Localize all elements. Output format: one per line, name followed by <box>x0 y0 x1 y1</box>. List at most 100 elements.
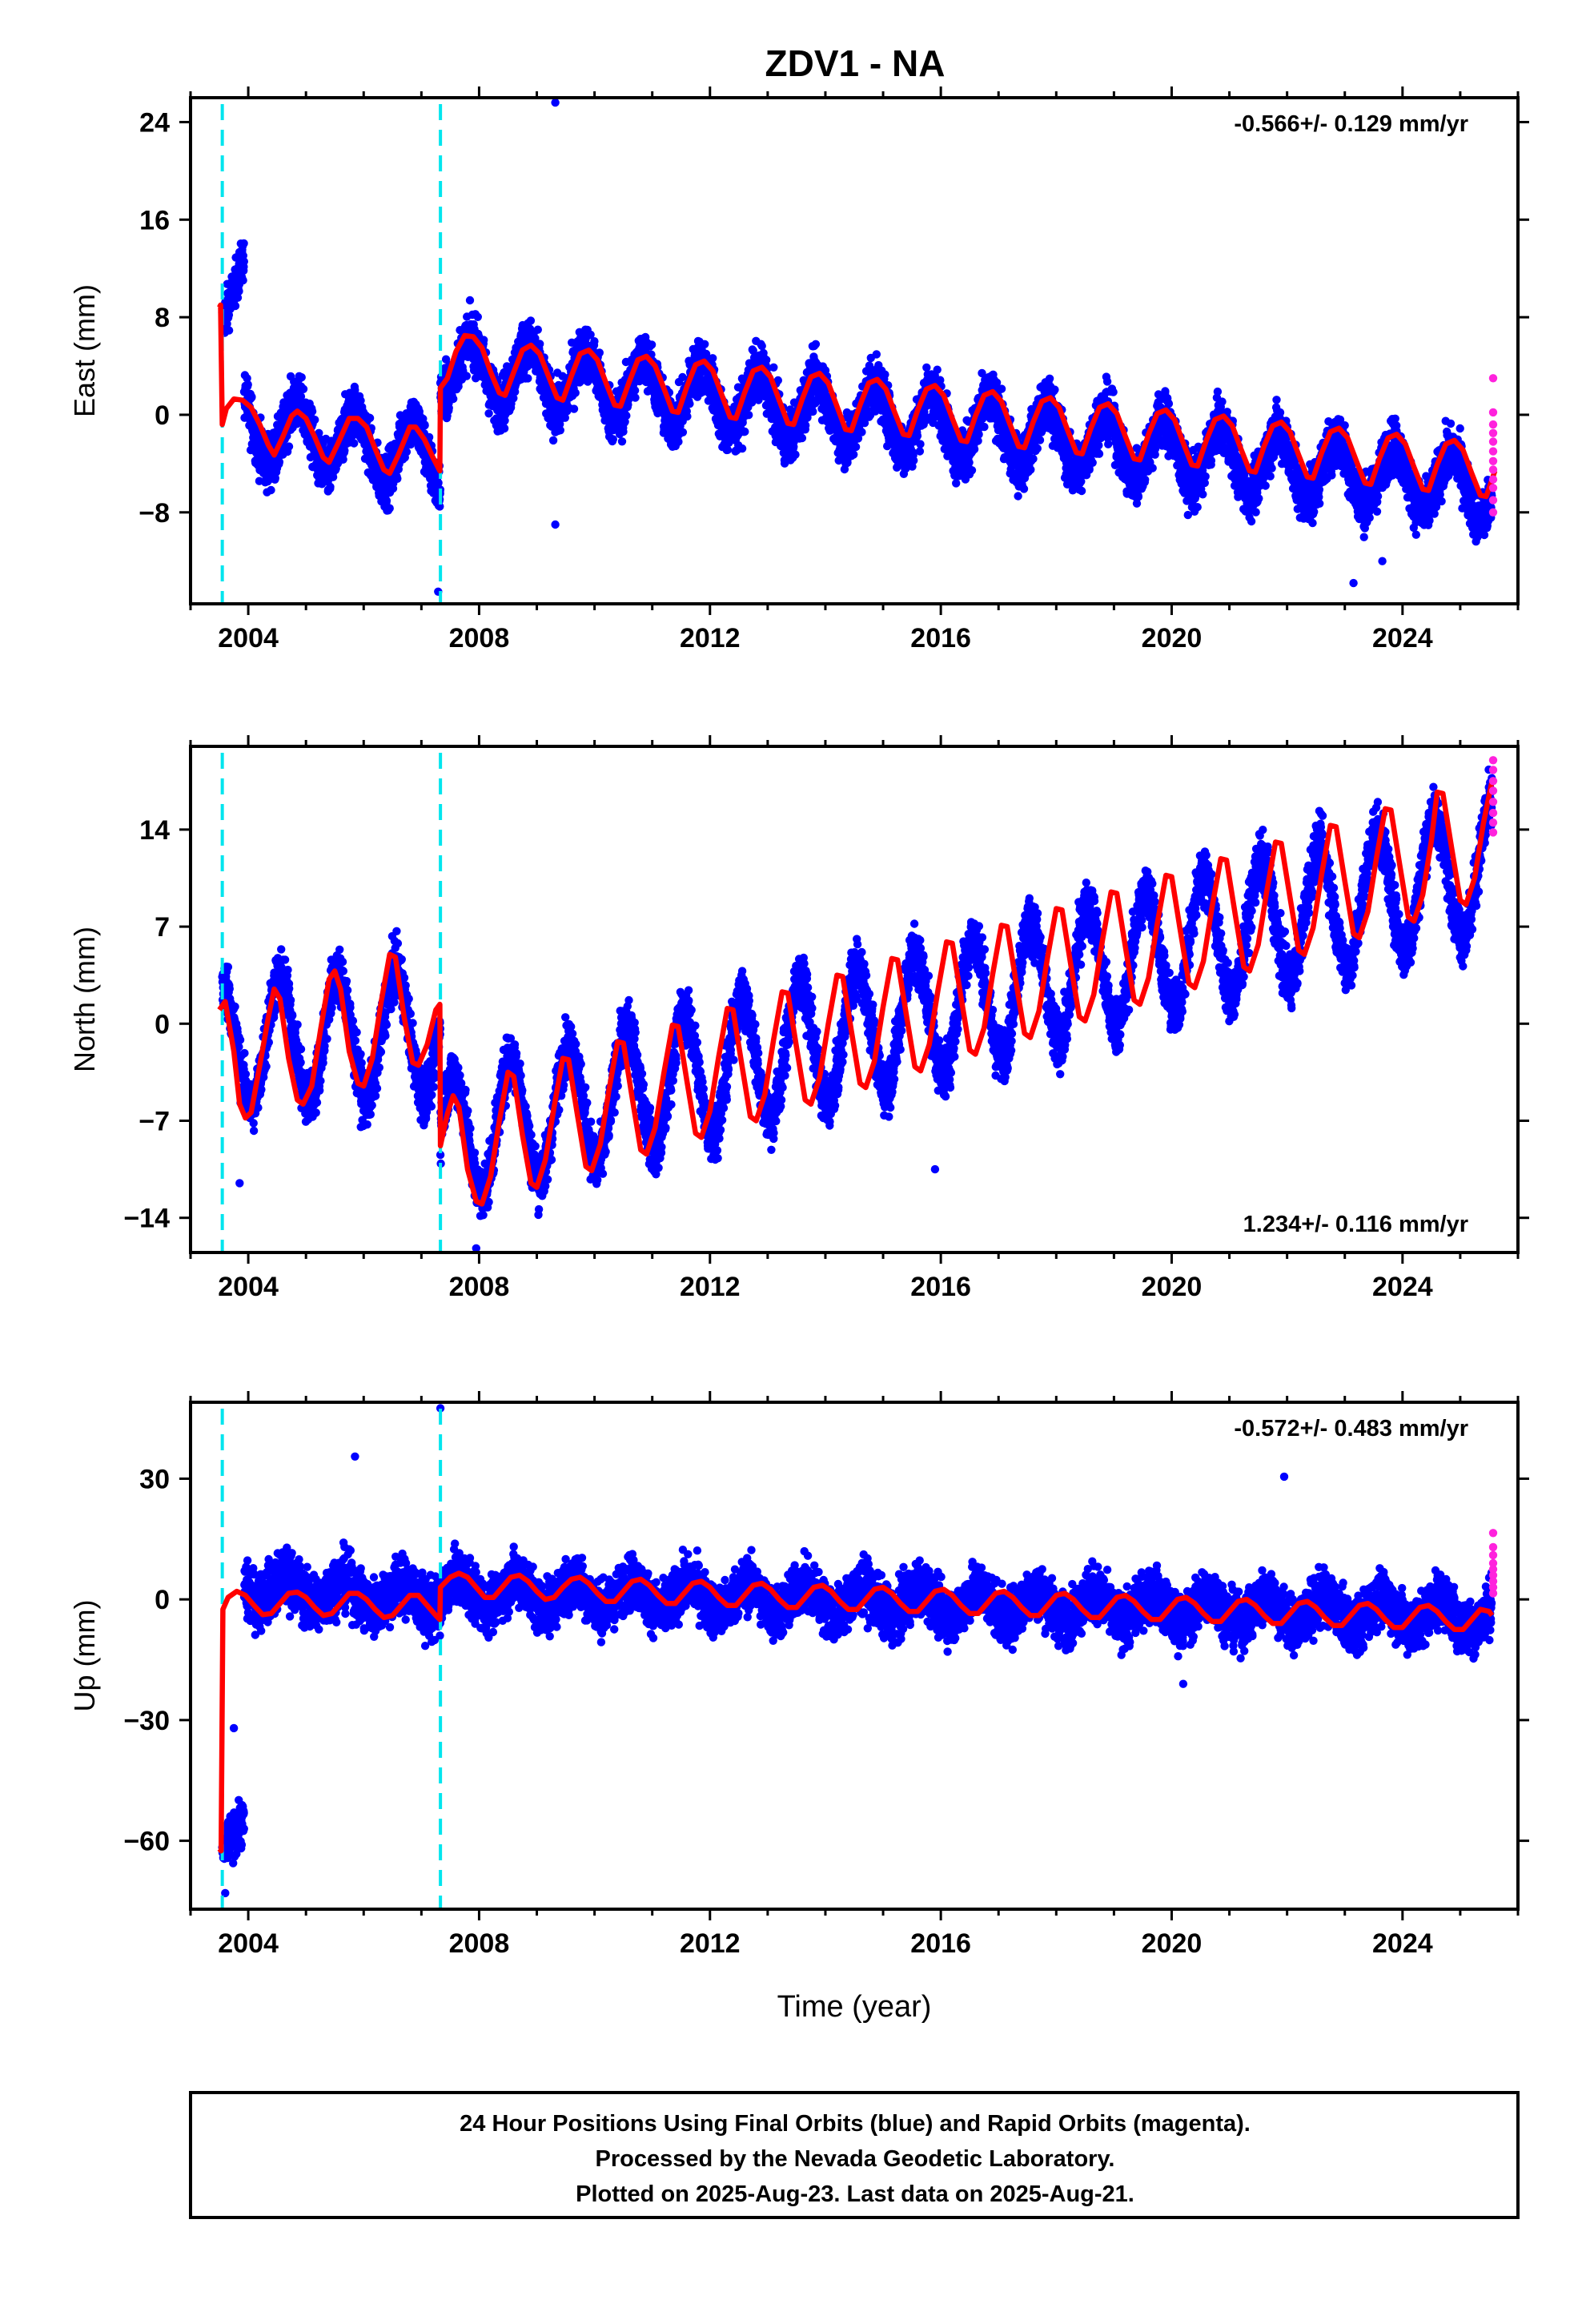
final-orbit-points <box>218 98 1496 596</box>
final-orbit-point <box>311 416 319 424</box>
final-orbit-point <box>526 316 536 325</box>
final-orbit-point <box>674 437 683 446</box>
final-orbit-point <box>556 426 564 435</box>
final-orbit-point <box>617 437 627 446</box>
final-orbit-point <box>849 450 858 459</box>
final-orbit-point <box>365 413 375 423</box>
final-orbit-point <box>791 450 800 459</box>
final-orbit-point <box>299 384 308 393</box>
final-orbit-point <box>480 336 488 344</box>
final-orbit-point <box>533 325 542 334</box>
final-orbit-point <box>967 466 977 475</box>
final-orbit-point <box>449 394 458 404</box>
final-orbit-point <box>444 404 453 412</box>
final-orbit-point <box>243 374 251 383</box>
final-orbit-point <box>970 444 979 454</box>
final-orbit-point <box>797 433 807 443</box>
final-orbit-point <box>382 497 391 505</box>
final-orbit-point <box>224 326 234 335</box>
final-orbit-point <box>872 350 881 359</box>
final-orbit-point <box>685 400 694 408</box>
final-orbit-point <box>356 396 365 405</box>
final-orbit-point <box>1019 485 1029 493</box>
final-orbit-point <box>1033 444 1042 453</box>
final-orbit-point <box>239 275 247 285</box>
final-orbit-point <box>757 341 766 351</box>
final-orbit-point <box>851 442 861 452</box>
final-orbit-point <box>233 293 243 302</box>
final-orbit-point <box>484 409 493 418</box>
final-orbit-point <box>235 287 243 296</box>
final-orbit-point <box>590 337 599 346</box>
final-orbit-point <box>980 422 989 432</box>
final-orbit-point <box>239 239 248 248</box>
final-orbit-point <box>1014 492 1022 501</box>
final-orbit-point <box>701 340 709 348</box>
final-orbit-point <box>974 430 983 439</box>
final-orbit-point <box>915 447 925 456</box>
final-orbit-point <box>454 382 463 391</box>
final-orbit-point <box>509 394 518 403</box>
final-orbit-point <box>267 485 275 495</box>
final-orbit-point <box>952 479 961 488</box>
final-orbit-point <box>709 354 717 363</box>
final-orbit-point <box>622 411 631 420</box>
final-orbit-point <box>385 504 394 513</box>
final-orbit-point <box>881 370 889 379</box>
final-orbit-point <box>328 472 338 481</box>
final-orbit-point <box>678 428 688 436</box>
final-orbit-point <box>913 432 922 440</box>
final-orbit-point <box>741 427 749 436</box>
final-orbit-point <box>239 257 248 266</box>
final-orbit-point <box>801 421 810 430</box>
final-orbit-point <box>647 340 656 349</box>
final-orbit-point <box>462 372 471 380</box>
final-orbit-point <box>393 474 402 483</box>
final-orbit-point <box>933 365 942 374</box>
final-orbit-point <box>434 478 443 488</box>
final-orbit-point <box>857 428 866 436</box>
final-orbit-point <box>548 436 558 445</box>
final-orbit-point <box>340 446 349 455</box>
final-orbit-point <box>811 340 821 348</box>
final-orbit-point <box>350 439 359 448</box>
final-orbit-point <box>683 412 692 421</box>
final-orbit-point <box>997 384 1006 393</box>
figure-title: ZDV1 - NA <box>765 42 946 84</box>
final-orbit-point <box>909 456 918 465</box>
final-orbit-point <box>420 421 429 430</box>
final-orbit-point <box>473 312 482 321</box>
final-orbit-point <box>762 356 771 364</box>
final-orbit-point <box>524 374 532 383</box>
final-orbit-point <box>631 393 640 402</box>
final-orbit-point <box>619 427 628 436</box>
final-orbit-point <box>231 301 240 311</box>
final-orbit-point <box>402 448 412 456</box>
final-orbit-point <box>296 392 306 401</box>
final-orbit-point <box>465 296 475 305</box>
final-orbit-point <box>326 482 335 492</box>
final-orbit-point <box>569 404 579 413</box>
final-orbit-point <box>571 388 580 397</box>
final-orbit-point <box>1035 436 1045 444</box>
final-orbit-point <box>1026 465 1035 474</box>
final-orbit-point <box>916 440 925 448</box>
final-orbit-point <box>275 457 284 467</box>
final-orbit-point <box>737 444 747 453</box>
final-orbit-point <box>809 407 817 416</box>
final-orbit-point <box>769 363 778 372</box>
final-orbit-point <box>396 411 405 420</box>
final-orbit-point <box>297 373 306 382</box>
final-orbit-point <box>1045 374 1054 383</box>
final-orbit-point <box>247 392 256 401</box>
final-orbit-point <box>630 386 640 395</box>
final-orbit-point <box>745 411 753 420</box>
final-orbit-point <box>1050 385 1059 394</box>
final-orbit-point <box>723 445 733 454</box>
final-orbit-point <box>284 442 294 451</box>
final-orbit-point <box>307 407 317 416</box>
final-orbit-point <box>536 340 544 348</box>
final-orbit-point <box>500 424 509 433</box>
final-orbit-point <box>339 455 347 464</box>
